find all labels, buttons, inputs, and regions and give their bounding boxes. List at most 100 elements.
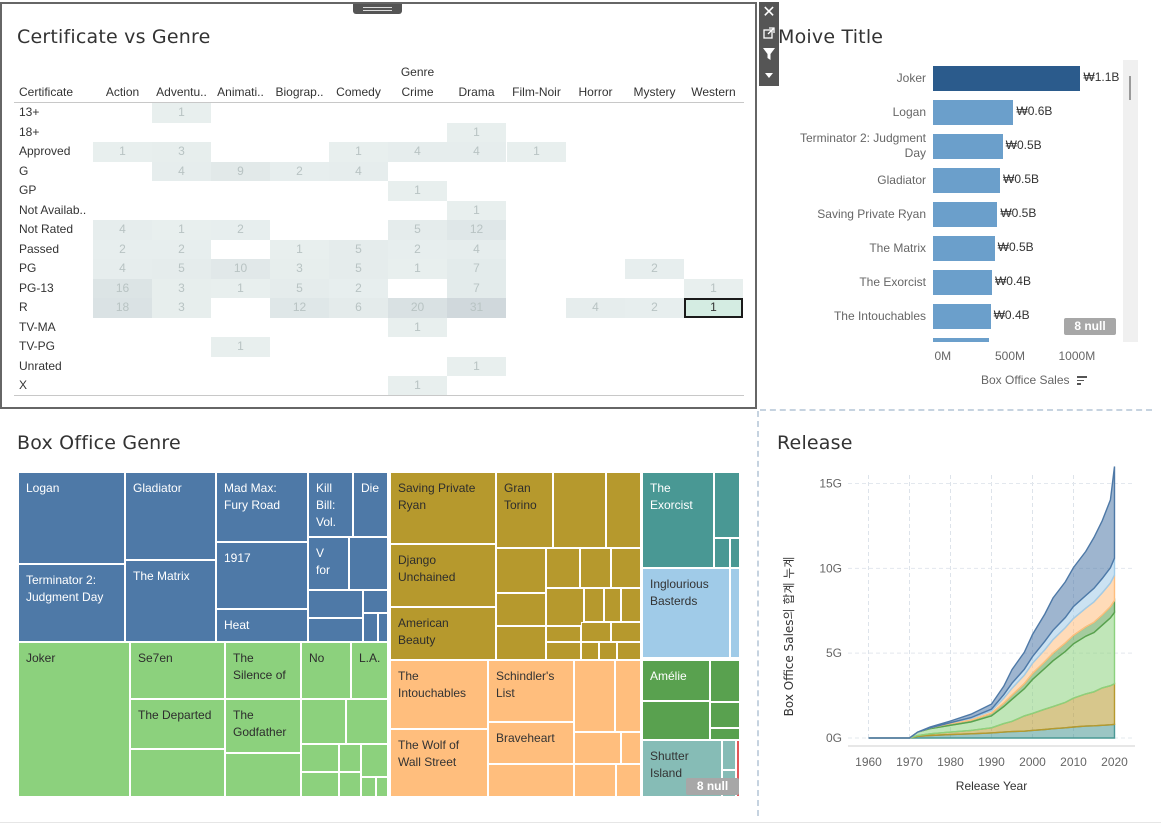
heatmap-row-header[interactable]: R <box>19 300 28 314</box>
treemap-tile[interactable] <box>584 588 604 622</box>
heatmap-row-header[interactable]: Passed <box>19 241 60 256</box>
heatmap-cell[interactable]: 3 <box>152 298 211 318</box>
treemap-tile[interactable] <box>496 626 546 660</box>
bar[interactable] <box>933 269 992 295</box>
treemap-tile[interactable] <box>301 699 346 744</box>
heatmap-column-header[interactable]: Animati.. <box>217 85 264 99</box>
treemap-tile[interactable] <box>308 618 363 642</box>
heatmap-cell[interactable]: 4 <box>388 142 447 162</box>
heatmap-cell[interactable]: 2 <box>625 298 684 318</box>
heatmap-row-header[interactable]: Not Availab.. <box>19 202 87 217</box>
treemap-tile[interactable] <box>722 740 736 770</box>
heatmap-cell[interactable]: 1 <box>684 278 743 298</box>
heatmap-cell[interactable]: 5 <box>152 259 211 279</box>
heatmap-cell[interactable]: 4 <box>152 161 211 181</box>
heatmap-cell[interactable]: 1 <box>388 259 447 279</box>
heatmap-cell[interactable]: 1 <box>507 142 566 162</box>
popout-icon[interactable] <box>760 24 778 42</box>
heatmap-cell[interactable]: 1 <box>447 356 506 376</box>
treemap-tile[interactable] <box>615 660 641 732</box>
treemap-tile[interactable] <box>710 702 740 728</box>
treemap-tile[interactable] <box>736 740 740 797</box>
heatmap-column-header[interactable]: Mystery <box>633 85 676 99</box>
treemap-tile-american[interactable]: American Beauty <box>390 607 496 660</box>
treemap-tile[interactable] <box>378 613 388 642</box>
treemap-tile-logan[interactable]: Logan <box>18 472 125 564</box>
treemap-tile[interactable] <box>361 744 388 777</box>
heatmap-cell[interactable]: 1 <box>388 317 447 337</box>
heatmap-cell[interactable]: 1 <box>329 142 388 162</box>
heatmap-cell[interactable]: 1 <box>388 376 447 396</box>
treemap-tile[interactable] <box>225 753 301 797</box>
heatmap-cell[interactable]: 1 <box>447 122 506 142</box>
heatmap-cell[interactable]: 9 <box>211 161 270 181</box>
heatmap-column-header[interactable]: Action <box>105 85 140 99</box>
heatmap-cell[interactable]: 2 <box>625 259 684 279</box>
bar-label[interactable]: Logan <box>892 104 926 119</box>
heatmap-cell[interactable]: 1 <box>93 142 152 162</box>
heatmap-row-header[interactable]: PG <box>19 261 37 275</box>
treemap-tile[interactable] <box>496 593 546 626</box>
heatmap-cell[interactable]: 1 <box>447 200 506 220</box>
bar-chart-null-badge[interactable]: 8 null <box>1064 318 1116 335</box>
treemap-tile[interactable] <box>611 622 641 642</box>
treemap-null-badge[interactable]: 8 null <box>686 778 739 795</box>
heatmap-row-header[interactable]: 13+ <box>19 105 40 119</box>
bar-label[interactable]: Joker <box>896 70 926 85</box>
treemap-tile-die[interactable]: Die <box>353 472 388 537</box>
treemap-tile[interactable] <box>346 699 388 744</box>
heatmap-column-header[interactable]: Biograp.. <box>275 85 324 99</box>
heatmap-cell[interactable]: 1 <box>388 181 447 201</box>
treemap-tile[interactable] <box>546 642 581 660</box>
area-series-action[interactable] <box>868 466 1116 739</box>
treemap-tile-matrix[interactable]: The Matrix <box>125 560 216 642</box>
treemap-tile[interactable] <box>496 548 546 593</box>
heatmap-row-header[interactable]: Approved <box>19 144 71 158</box>
treemap-tile-inglourious[interactable]: Inglourious Basterds <box>642 568 730 658</box>
bar[interactable] <box>933 201 998 227</box>
treemap-tile-wolf[interactable]: The Wolf of Wall Street <box>390 729 488 797</box>
treemap-tile[interactable] <box>363 613 378 642</box>
sort-icon[interactable] <box>1077 375 1087 385</box>
treemap-tile[interactable] <box>642 701 710 740</box>
treemap-tile[interactable] <box>714 472 740 538</box>
treemap-tile-silence[interactable]: The Silence of <box>225 642 301 699</box>
heatmap-row-header[interactable]: GP <box>19 183 37 197</box>
bar[interactable] <box>933 235 995 261</box>
treemap-tile[interactable] <box>301 772 339 797</box>
bar[interactable] <box>933 99 1014 125</box>
bar[interactable] <box>933 65 1081 91</box>
heatmap-column-header[interactable]: Drama <box>458 85 495 99</box>
treemap-tile[interactable] <box>714 538 730 568</box>
scrollbar-thumb[interactable] <box>1129 76 1131 100</box>
heatmap-cell[interactable]: 2 <box>152 239 211 259</box>
heatmap-cell[interactable]: 5 <box>388 220 447 240</box>
heatmap-row-header[interactable]: PG-13 <box>19 280 54 295</box>
treemap-tile[interactable] <box>599 642 617 660</box>
treemap-tile[interactable] <box>604 588 621 622</box>
bar[interactable] <box>933 167 1000 193</box>
bar-label[interactable]: The Exorcist <box>859 274 926 289</box>
heatmap-cell[interactable]: 1 <box>211 337 270 357</box>
treemap-tile-gran[interactable]: Gran Torino <box>496 472 553 548</box>
heatmap-cell[interactable]: 6 <box>329 298 388 318</box>
heatmap-cell[interactable]: 12 <box>447 220 506 240</box>
heatmap-cell[interactable]: 31 <box>447 298 506 318</box>
panel-grip[interactable] <box>353 4 402 14</box>
treemap-tile[interactable] <box>606 472 641 548</box>
bar-label[interactable]: Gladiator <box>877 172 926 187</box>
close-icon[interactable]: ✕ <box>762 4 776 21</box>
treemap-tile-saving[interactable]: Saving Private Ryan <box>390 472 496 544</box>
treemap-tile[interactable] <box>611 548 641 588</box>
treemap-tile-exorcist[interactable]: The Exorcist <box>642 472 714 568</box>
heatmap-cell[interactable]: 3 <box>270 259 329 279</box>
treemap-tile[interactable] <box>363 590 388 613</box>
treemap-tile-no[interactable]: No <box>301 642 351 699</box>
heatmap-cell[interactable]: 5 <box>270 278 329 298</box>
heatmap-cell[interactable]: 1 <box>211 278 270 298</box>
treemap-tile-joker[interactable]: Joker <box>18 642 130 797</box>
heatmap-cell[interactable]: 4 <box>447 239 506 259</box>
bar-label[interactable]: The Intouchables <box>833 308 926 323</box>
treemap-tile-amelie[interactable]: Amélie <box>642 660 710 701</box>
heatmap-row-header[interactable]: TV-PG <box>19 339 56 353</box>
